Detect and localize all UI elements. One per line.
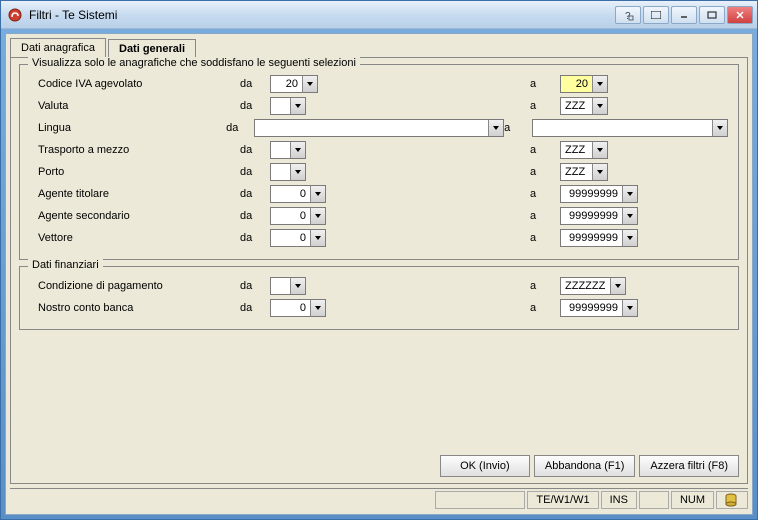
da-label: da [240, 78, 270, 90]
chevron-down-icon [310, 186, 325, 202]
row-agente-secondario: Agente secondario da 0 a 99999999 [30, 205, 728, 227]
label-cond-pagamento: Condizione di pagamento [30, 280, 240, 292]
row-codice-iva: Codice IVA agevolato da 20 a 20 [30, 73, 728, 95]
label-valuta: Valuta [30, 100, 240, 112]
ok-button[interactable]: OK (Invio) [440, 455, 530, 477]
window-title: Filtri - Te Sistemi [29, 8, 615, 22]
label-agente-titolare: Agente titolare [30, 188, 240, 200]
agente-titolare-a[interactable]: 99999999 [560, 185, 638, 203]
valuta-da[interactable] [270, 97, 306, 115]
status-empty1 [435, 491, 525, 509]
a-label: a [530, 78, 560, 90]
tab-content: Visualizza solo le anagrafiche che soddi… [10, 57, 748, 484]
agente-secondario-a[interactable]: 99999999 [560, 207, 638, 225]
cond-pagamento-da[interactable] [270, 277, 306, 295]
label-trasporto: Trasporto a mezzo [30, 144, 240, 156]
chevron-down-icon [290, 98, 305, 114]
label-codice-iva: Codice IVA agevolato [30, 78, 240, 90]
chevron-down-icon [592, 142, 607, 158]
porto-a[interactable]: ZZZ [560, 163, 608, 181]
group-finanziari-legend: Dati finanziari [28, 259, 103, 271]
label-vettore: Vettore [30, 232, 240, 244]
tab-strip: Dati anagrafica Dati generali [6, 34, 752, 57]
agente-secondario-da[interactable]: 0 [270, 207, 326, 225]
row-conto-banca: Nostro conto banca da 0 a 99999999 [30, 297, 728, 319]
database-icon [725, 493, 739, 507]
codice-iva-da[interactable]: 20 [270, 75, 318, 93]
abbandona-button[interactable]: Abbandona (F1) [534, 455, 636, 477]
chevron-down-icon [290, 164, 305, 180]
titlebar: Filtri - Te Sistemi ? [1, 1, 757, 29]
titlebar-controls: ? [615, 6, 753, 24]
maximize-button[interactable] [699, 6, 725, 24]
codice-iva-a[interactable]: 20 [560, 75, 608, 93]
porto-da[interactable] [270, 163, 306, 181]
chevron-down-icon [290, 278, 305, 294]
row-trasporto: Trasporto a mezzo da a ZZZ [30, 139, 728, 161]
status-empty2 [639, 491, 669, 509]
close-button[interactable] [727, 6, 753, 24]
chevron-down-icon [622, 230, 637, 246]
lingua-a[interactable] [532, 119, 728, 137]
chevron-down-icon [592, 164, 607, 180]
app-icon [7, 7, 23, 23]
chevron-down-icon [488, 120, 503, 136]
vettore-a[interactable]: 99999999 [560, 229, 638, 247]
client-area: Dati anagrafica Dati generali Visualizza… [5, 33, 753, 515]
trasporto-da[interactable] [270, 141, 306, 159]
valuta-a[interactable]: ZZZ [560, 97, 608, 115]
label-porto: Porto [30, 166, 240, 178]
conto-banca-da[interactable]: 0 [270, 299, 326, 317]
status-num: NUM [671, 491, 714, 509]
tab-anagrafica[interactable]: Dati anagrafica [10, 38, 106, 57]
chevron-down-icon [622, 300, 637, 316]
chevron-down-icon [310, 230, 325, 246]
status-path: TE/W1/W1 [527, 491, 598, 509]
lingua-da[interactable] [254, 119, 504, 137]
group-selezioni-legend: Visualizza solo le anagrafiche che soddi… [28, 57, 360, 69]
chevron-down-icon [622, 208, 637, 224]
status-db-icon [716, 491, 748, 509]
chevron-down-icon [592, 76, 607, 92]
status-ins: INS [601, 491, 637, 509]
restore-button[interactable] [643, 6, 669, 24]
chevron-down-icon [592, 98, 607, 114]
window-frame: Filtri - Te Sistemi ? Dati anagrafica Da… [0, 0, 758, 520]
group-finanziari: Dati finanziari Condizione di pagamento … [19, 266, 739, 330]
azzera-button[interactable]: Azzera filtri (F8) [639, 455, 739, 477]
chevron-down-icon [290, 142, 305, 158]
footer-buttons: OK (Invio) Abbandona (F1) Azzera filtri … [19, 449, 739, 477]
group-selezioni: Visualizza solo le anagrafiche che soddi… [19, 64, 739, 260]
row-porto: Porto da a ZZZ [30, 161, 728, 183]
chevron-down-icon [622, 186, 637, 202]
vettore-da[interactable]: 0 [270, 229, 326, 247]
chevron-down-icon [302, 76, 317, 92]
minimize-button[interactable] [671, 6, 697, 24]
chevron-down-icon [310, 208, 325, 224]
label-lingua: Lingua [30, 122, 226, 134]
help-button[interactable]: ? [615, 6, 641, 24]
chevron-down-icon [310, 300, 325, 316]
status-bar: TE/W1/W1 INS NUM [10, 488, 748, 510]
conto-banca-a[interactable]: 99999999 [560, 299, 638, 317]
row-agente-titolare: Agente titolare da 0 a 99999999 [30, 183, 728, 205]
cond-pagamento-a[interactable]: ZZZZZZ [560, 277, 626, 295]
row-cond-pagamento: Condizione di pagamento da a ZZZZZZ [30, 275, 728, 297]
tab-generali[interactable]: Dati generali [108, 39, 196, 58]
row-vettore: Vettore da 0 a 99999999 [30, 227, 728, 249]
row-lingua: Lingua da a [30, 117, 728, 139]
label-conto-banca: Nostro conto banca [30, 302, 240, 314]
chevron-down-icon [610, 278, 625, 294]
label-agente-secondario: Agente secondario [30, 210, 240, 222]
trasporto-a[interactable]: ZZZ [560, 141, 608, 159]
agente-titolare-da[interactable]: 0 [270, 185, 326, 203]
chevron-down-icon [712, 120, 727, 136]
row-valuta: Valuta da a ZZZ [30, 95, 728, 117]
